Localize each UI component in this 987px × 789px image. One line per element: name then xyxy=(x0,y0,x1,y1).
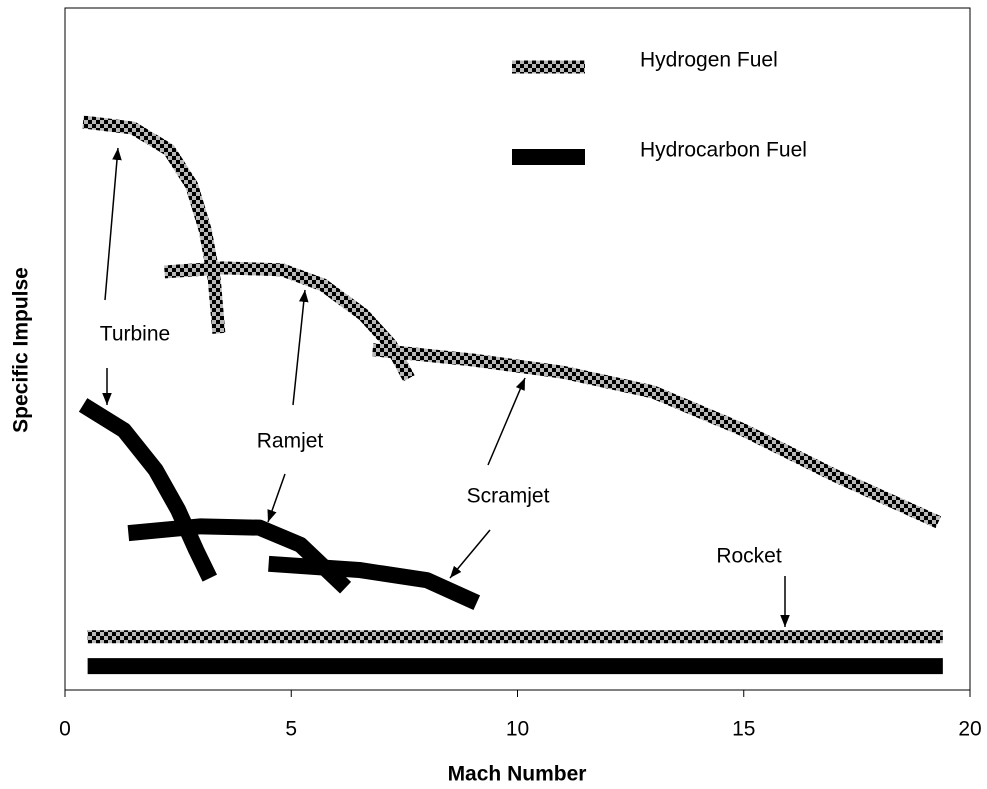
curve xyxy=(372,343,942,529)
curve xyxy=(82,115,226,334)
plot-frame xyxy=(64,7,971,691)
annotation-arrow xyxy=(104,147,122,301)
curve xyxy=(78,398,217,582)
annotation-arrow xyxy=(449,529,491,579)
y-axis-title: Specific Impulse xyxy=(10,267,33,433)
annotation: Rocket xyxy=(716,545,782,568)
annotation-arrow xyxy=(487,377,526,466)
annotation-arrow xyxy=(267,473,286,523)
curve xyxy=(127,518,352,594)
curve xyxy=(268,555,481,610)
x-tick-label: 5 xyxy=(285,718,297,741)
annotation: Ramjet xyxy=(257,430,324,453)
annotation: Turbine xyxy=(100,323,170,346)
annotation: Scramjet xyxy=(467,485,550,508)
x-tick-label: 20 xyxy=(958,718,981,741)
legend-label: Hydrocarbon Fuel xyxy=(640,139,807,162)
x-axis-title: Mach Number xyxy=(448,763,587,786)
legend-label: Hydrogen Fuel xyxy=(640,49,778,72)
annotation-arrow xyxy=(292,289,309,406)
x-tick-label: 0 xyxy=(59,718,71,741)
curve xyxy=(164,261,415,382)
x-tick-label: 15 xyxy=(732,718,755,741)
x-tick-label: 10 xyxy=(506,718,529,741)
